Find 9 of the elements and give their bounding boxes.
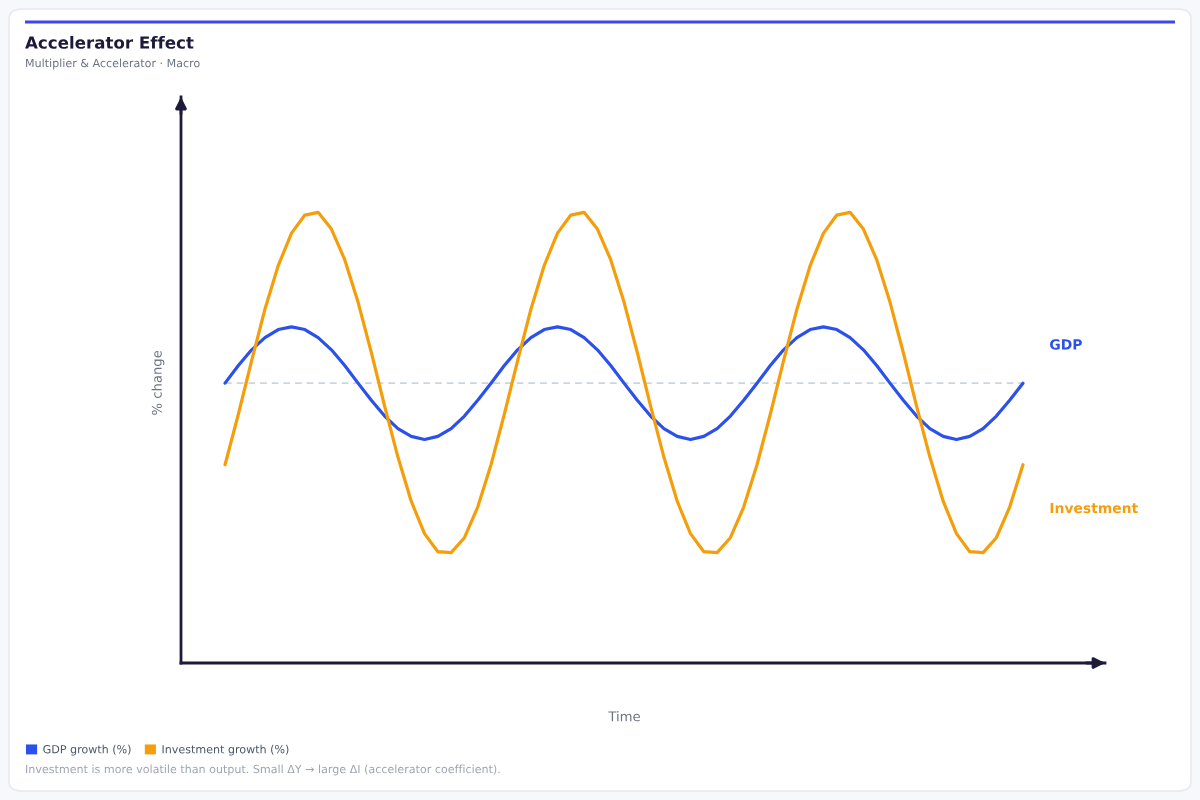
text: Multiplier & Accelerator · Macro (26, 58, 200, 70)
text: Investment is more volatile than output. Small ΔY → large ΔI (accelerator coefficient). (26, 764, 500, 776)
x-axis-title: Time (608, 711, 640, 722)
legend-label: GDP growth (%) (43, 744, 131, 756)
text: Investment (1050, 502, 1138, 514)
chart-title: Accelerator Effect (25, 35, 194, 49)
y-axis-title: % change (151, 350, 165, 415)
text: GDP (1050, 339, 1082, 350)
legend-label: Investment growth (%) (162, 744, 289, 756)
